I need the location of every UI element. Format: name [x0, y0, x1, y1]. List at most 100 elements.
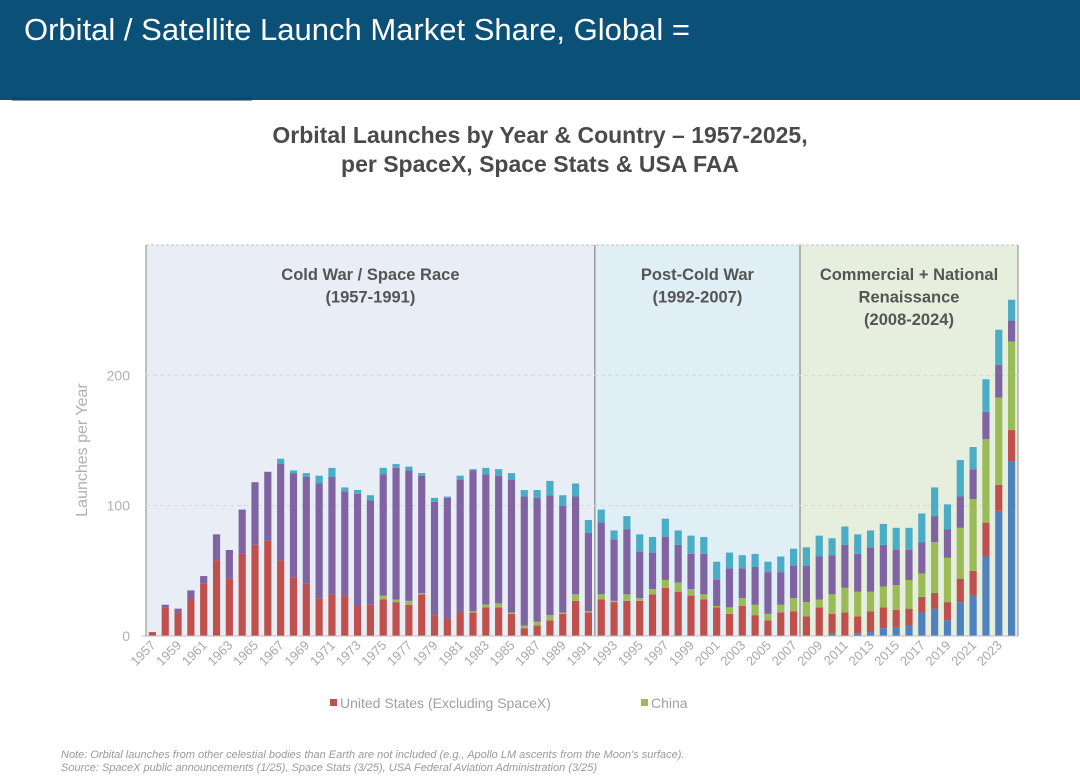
bar-1997-series-4: [661, 518, 669, 537]
x-tick-label-2023: 2023: [974, 638, 1005, 669]
bar-2003-series-2: [738, 598, 746, 607]
bar-1960-series-1: [187, 599, 195, 636]
bar-1988-series-1: [546, 620, 554, 636]
bar-2013-series-1: [866, 611, 875, 633]
bar-2009-series-1: [815, 607, 823, 636]
bar-1995-series-4: [636, 534, 644, 552]
bar-1968-series-4: [289, 470, 298, 474]
bar-2007-series-3: [789, 565, 798, 599]
bar-2005-series-2: [764, 613, 772, 621]
bar-1975-series-3: [379, 474, 387, 596]
bar-2016-series-3: [905, 549, 913, 580]
bar-1998-series-2: [674, 582, 682, 592]
x-tick-label-1995: 1995: [615, 638, 646, 669]
bar-1960-series-3: [187, 590, 195, 600]
bar-2002-series-2: [725, 607, 734, 614]
bar-1970-series-1: [315, 598, 323, 636]
bar-1967-series-1: [277, 560, 285, 636]
bar-1986-series-4: [520, 490, 528, 497]
bar-1974-series-3: [366, 500, 375, 605]
x-tick-label-1985: 1985: [487, 638, 518, 669]
x-tick-label-1959: 1959: [153, 638, 184, 669]
bar-2017-series-2: [918, 573, 926, 597]
bar-2017-series-0: [918, 612, 926, 636]
bar-2021-series-4: [969, 447, 977, 470]
bar-2024-series-3: [1007, 320, 1016, 342]
bar-2016-series-1: [905, 608, 913, 626]
bar-1989-series-1: [559, 613, 567, 636]
era-label-0-line-0: Cold War / Space Race: [281, 266, 459, 284]
bar-1977-series-4: [405, 466, 413, 471]
bar-1986-series-1: [520, 628, 528, 636]
bar-2003-series-1: [738, 606, 746, 636]
bar-1996-series-3: [648, 552, 657, 590]
bar-2012-series-0: [854, 633, 862, 636]
x-tick-label-2013: 2013: [846, 638, 877, 669]
bar-2022-series-2: [982, 439, 990, 523]
bar-2012-series-3: [854, 553, 862, 592]
bar-2002-series-4: [725, 552, 734, 569]
title-banner: [0, 0, 1080, 100]
bar-1977-series-2: [405, 600, 413, 605]
bar-1985-series-4: [507, 473, 516, 480]
bar-2004-series-3: [751, 566, 759, 605]
bar-2002-series-3: [725, 568, 734, 608]
bar-2017-series-4: [918, 513, 926, 543]
chart-title: Orbital Launches by Year & Country – 195…: [0, 121, 1080, 179]
bar-1977-series-3: [405, 470, 413, 601]
x-tick-label-1969: 1969: [281, 638, 312, 669]
bar-1981-series-4: [456, 475, 464, 480]
bar-2020-series-3: [956, 496, 964, 528]
bar-1973-series-3: [353, 493, 362, 607]
bar-1989-series-2: [559, 612, 567, 614]
chart-title-line-2: per SpaceX, Space Stats & USA FAA: [341, 151, 739, 177]
bar-1987-series-2: [533, 621, 541, 626]
bar-1984-series-1: [495, 607, 503, 636]
bar-2015-series-2: [892, 585, 900, 610]
bar-1976-series-3: [392, 467, 400, 600]
bar-1999-series-1: [687, 595, 695, 636]
x-tick-label-2007: 2007: [769, 638, 800, 669]
bar-2006-series-3: [777, 572, 785, 605]
bar-1972-series-3: [341, 491, 349, 596]
bar-1971-series-1: [328, 594, 336, 636]
x-tick-label-2009: 2009: [794, 638, 825, 669]
bar-2015-series-1: [892, 609, 900, 627]
bar-1978-series-2: [418, 592, 426, 595]
bar-2021-series-1: [969, 570, 977, 596]
bar-1976-series-1: [392, 602, 400, 636]
bar-1997-series-2: [661, 579, 669, 588]
bar-2009-series-2: [815, 599, 823, 608]
bar-1980-series-4: [443, 496, 451, 498]
bar-1983-series-2: [482, 604, 490, 608]
bar-2023-series-1: [995, 484, 1003, 511]
footnote-source: Source: SpaceX public announcements (1/2…: [61, 762, 598, 774]
bar-2010-series-2: [828, 594, 836, 614]
bar-1988-series-4: [546, 480, 554, 496]
x-tick-label-1983: 1983: [461, 638, 492, 669]
bar-1990-series-3: [571, 496, 580, 595]
bar-2022-series-0: [982, 556, 990, 636]
bar-2006-series-1: [777, 612, 785, 636]
bar-1968-series-1: [289, 577, 298, 636]
bar-2004-series-4: [751, 553, 759, 567]
bar-1963-series-3: [225, 549, 233, 579]
bar-2000-series-2: [700, 594, 708, 600]
bar-1965-series-3: [251, 482, 259, 545]
bar-1979-series-3: [430, 501, 439, 616]
bar-1967-series-4: [277, 458, 285, 464]
bar-1976-series-2: [392, 599, 400, 603]
bar-2011-series-3: [841, 544, 849, 588]
bar-1966-series-3: [264, 471, 272, 541]
bar-2015-series-4: [892, 527, 900, 550]
bar-1971-series-4: [328, 467, 336, 477]
bar-1978-series-3: [418, 475, 426, 593]
bar-1984-series-3: [495, 475, 503, 604]
bar-1967-series-3: [277, 463, 285, 561]
bar-1987-series-3: [533, 497, 541, 622]
bar-2014-series-0: [879, 628, 887, 636]
bar-1959-series-3: [174, 608, 182, 613]
bar-1979-series-4: [430, 497, 439, 502]
bar-2010-series-0: [828, 633, 836, 636]
bar-1997-series-3: [661, 536, 669, 580]
